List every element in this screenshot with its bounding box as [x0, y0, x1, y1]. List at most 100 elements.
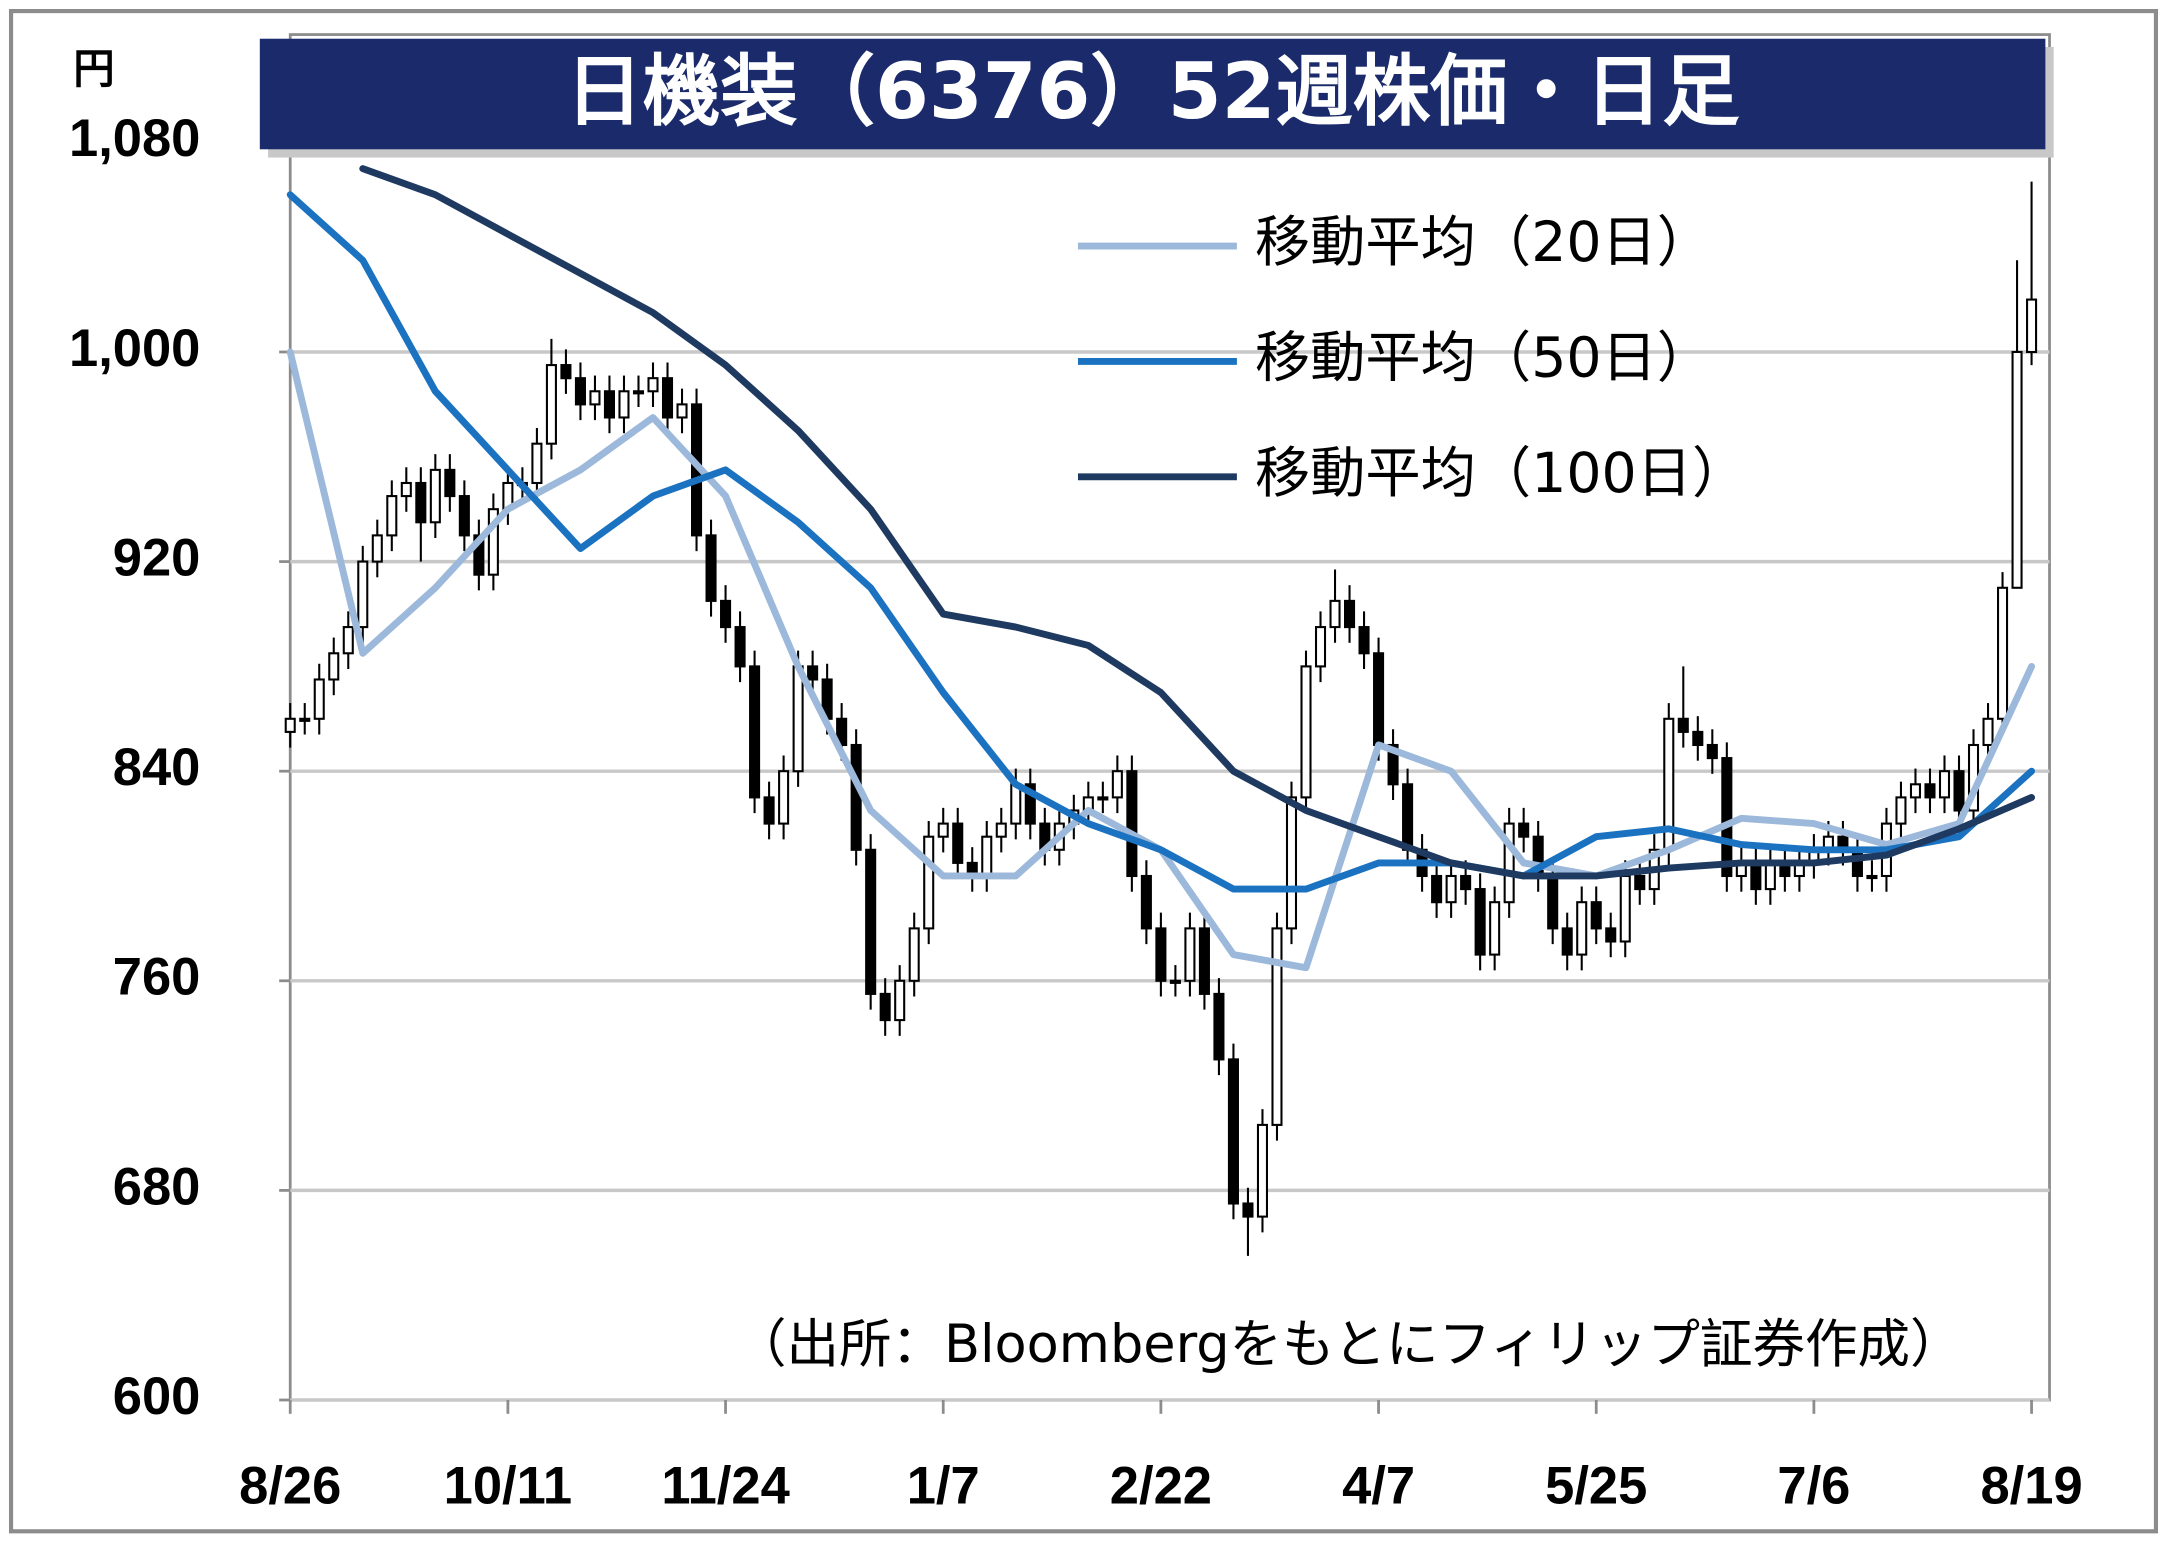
moving-average-line	[359, 165, 2036, 880]
candle-body	[1169, 979, 1181, 984]
candle-body	[1111, 770, 1123, 799]
candle-body	[371, 534, 383, 563]
y-tick-label: 680	[113, 1157, 201, 1216]
y-tick-label: 920	[113, 528, 201, 587]
candle-body	[1140, 874, 1152, 930]
candle-body	[1285, 796, 1298, 930]
candle-body	[923, 835, 935, 930]
candle-body	[1256, 1123, 1269, 1218]
candle-body	[647, 377, 659, 393]
candle-body	[981, 835, 993, 878]
candle-body	[1431, 874, 1443, 904]
candle-body	[1851, 848, 1863, 878]
x-tick-label: 8/26	[239, 1457, 341, 1516]
candle-body	[1155, 927, 1167, 982]
y-unit: 円	[73, 45, 114, 93]
candle-body	[458, 495, 470, 537]
grid: 600 680 760 840 920 1,000 1,080 8/26 10/11 11/24 1…	[69, 109, 2083, 1515]
candle-body	[1909, 783, 1922, 799]
candle-body	[1373, 652, 1385, 747]
candle-body	[357, 560, 369, 629]
candle-body	[1924, 783, 1936, 799]
y-tick-label: 760	[113, 948, 201, 1007]
candle-body	[1271, 927, 1283, 1126]
candle-body	[1474, 888, 1486, 956]
candle-body	[1590, 901, 1602, 930]
candle-body	[299, 717, 311, 722]
candle-body	[429, 468, 441, 524]
candle-body	[1010, 783, 1022, 825]
candle-body	[1706, 743, 1718, 760]
y-tick-label: 1,000	[69, 319, 200, 378]
candle-body	[284, 717, 296, 733]
candle-body	[531, 442, 543, 485]
candle-body	[415, 481, 427, 524]
candle-body	[1605, 927, 1617, 943]
legend-label: 移動平均（100日）	[1255, 442, 1747, 506]
source-note: （出所：Bloombergをもとにフィリップ証券作成）	[734, 1314, 1962, 1375]
title-band	[259, 38, 2046, 150]
candle-body	[1489, 901, 1501, 956]
candle-body	[386, 495, 398, 537]
candle-body	[545, 364, 557, 445]
candle-body	[632, 390, 645, 395]
candle-body	[1503, 822, 1515, 904]
candle-body	[1344, 599, 1356, 629]
candle-body	[937, 822, 949, 838]
candle-body	[1982, 717, 1994, 747]
candle-body	[1097, 796, 1109, 801]
candle-body	[850, 743, 862, 851]
candle-body	[574, 377, 586, 406]
candle-body	[487, 508, 499, 576]
candle-body	[1997, 586, 2009, 720]
legend-label: 移動平均（20日）	[1255, 211, 1712, 275]
marks	[284, 165, 2038, 1256]
candle-body	[1227, 1058, 1239, 1205]
y-tick-label: 840	[113, 738, 201, 797]
candle-body	[603, 390, 616, 419]
candle-body	[1387, 743, 1399, 786]
candle-body	[1938, 770, 1951, 799]
candle-body	[1184, 927, 1196, 982]
y-tick-label: 1,080	[69, 109, 200, 168]
candle-body	[1547, 874, 1559, 930]
x-tick-label: 10/11	[444, 1457, 572, 1516]
candle-body	[2011, 350, 2023, 589]
candle-body	[836, 717, 848, 747]
candle-body	[1126, 770, 1138, 878]
candle-body	[1314, 626, 1327, 668]
x-tick-label: 1/7	[907, 1457, 980, 1516]
candle-body	[1750, 861, 1762, 891]
candle-body	[328, 652, 340, 681]
candle-body	[560, 364, 572, 380]
candle-body	[778, 770, 790, 825]
candle-body	[2026, 298, 2038, 354]
legend-label: 移動平均（50日）	[1255, 327, 1712, 391]
x-tick-label: 11/24	[661, 1457, 789, 1516]
candle-body	[313, 678, 325, 720]
candle-body	[1198, 927, 1210, 995]
candle-body	[749, 665, 761, 799]
candle-body	[1953, 770, 1965, 812]
candle-body	[1634, 874, 1646, 891]
candle-body	[1518, 822, 1530, 838]
candle-body	[1561, 927, 1573, 956]
x-tick-label: 5/25	[1545, 1457, 1647, 1516]
candle-body	[1866, 874, 1878, 880]
moving-average-line	[286, 191, 2036, 893]
x-tick-label: 8/19	[1980, 1457, 2082, 1516]
candle-body	[792, 665, 804, 773]
candle-body	[952, 822, 964, 864]
candle-body	[995, 822, 1007, 838]
candle-body	[1329, 599, 1341, 629]
candle-body	[720, 599, 732, 629]
candle-body	[807, 665, 819, 681]
x-tick-label: 2/22	[1110, 1457, 1212, 1516]
candle-body	[676, 403, 688, 419]
candle-body	[734, 626, 746, 668]
candle-body	[400, 481, 412, 498]
candle-body	[444, 468, 456, 498]
candle-body	[1358, 626, 1370, 655]
candle-body	[1242, 1202, 1254, 1218]
